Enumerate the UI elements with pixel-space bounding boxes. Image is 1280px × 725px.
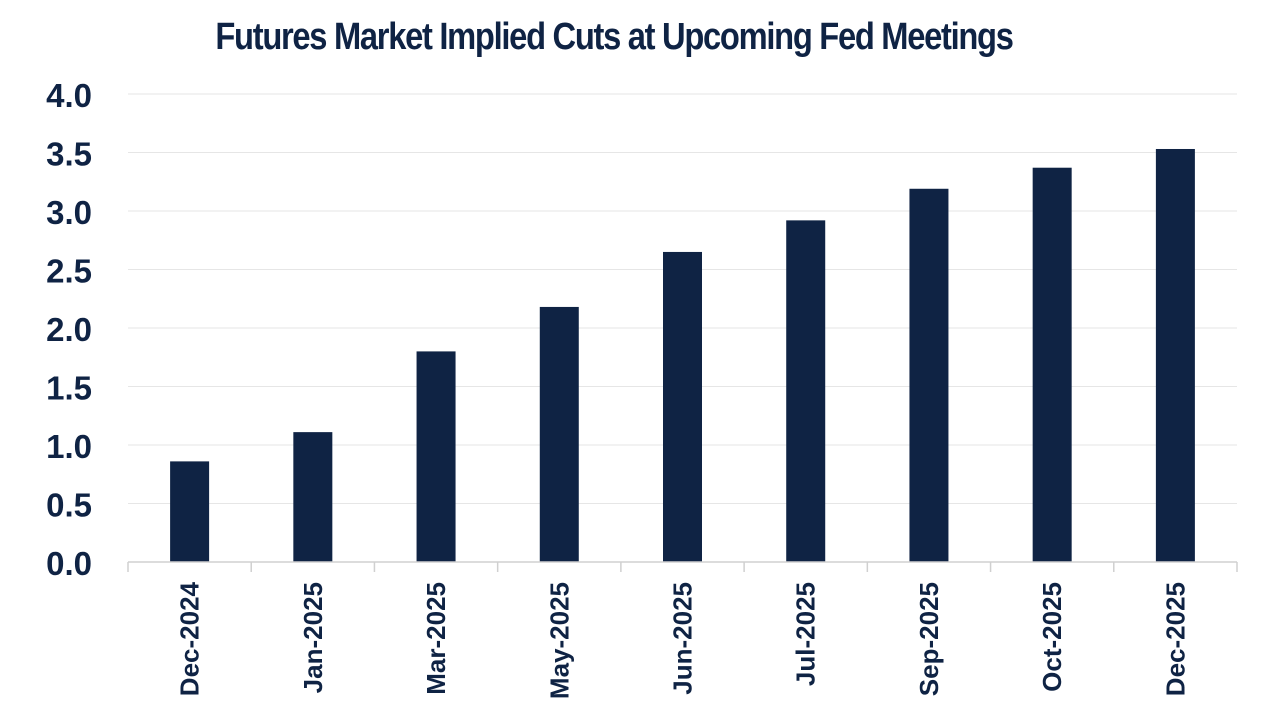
x-tick-label: Dec-2025 xyxy=(1160,582,1190,696)
x-tick-label: Oct-2025 xyxy=(1037,582,1067,692)
y-tick-label: 1.5 xyxy=(46,370,92,407)
bar-mar-2025 xyxy=(416,351,456,562)
bar-oct-2025 xyxy=(1032,167,1072,562)
x-tick-label: Mar-2025 xyxy=(421,582,451,695)
x-tick-label: Jan-2025 xyxy=(298,582,328,693)
y-tick-label: 0.5 xyxy=(46,487,92,524)
x-axis xyxy=(127,561,1238,572)
bars xyxy=(170,148,1195,563)
x-tick-label: Dec-2024 xyxy=(175,581,205,696)
y-tick-label: 1.0 xyxy=(46,428,92,465)
y-tick-label: 2.5 xyxy=(46,253,92,290)
bar-jan-2025 xyxy=(293,432,333,562)
bar-may-2025 xyxy=(539,306,579,562)
bar-dec-2024 xyxy=(170,461,210,562)
x-axis-tick-labels: Dec-2024 Jan-2025 Mar-2025 May-2025 Jun-2025… xyxy=(175,581,1191,699)
x-tick-label: Jun-2025 xyxy=(668,582,698,695)
y-axis-tick-labels: 0.0 0.5 1.0 1.5 2.0 2.5 3.0 3.5 4.0 xyxy=(46,77,92,582)
x-tick-label: Jul-2025 xyxy=(791,582,821,686)
y-tick-label: 3.0 xyxy=(46,194,92,231)
x-tick-label: May-2025 xyxy=(544,582,574,699)
y-tick-label: 4.0 xyxy=(46,77,92,114)
y-tick-label: 0.0 xyxy=(46,545,92,582)
bar-jul-2025 xyxy=(786,220,826,563)
x-tick-label: Sep-2025 xyxy=(914,582,944,696)
chart-title: Futures Market Implied Cuts at Upcoming … xyxy=(215,16,1014,58)
y-tick-label: 3.5 xyxy=(46,136,92,173)
bar-dec-2025 xyxy=(1155,148,1195,563)
bar-sep-2025 xyxy=(909,188,949,562)
bar-jun-2025 xyxy=(663,251,702,562)
y-tick-label: 2.0 xyxy=(46,311,92,348)
